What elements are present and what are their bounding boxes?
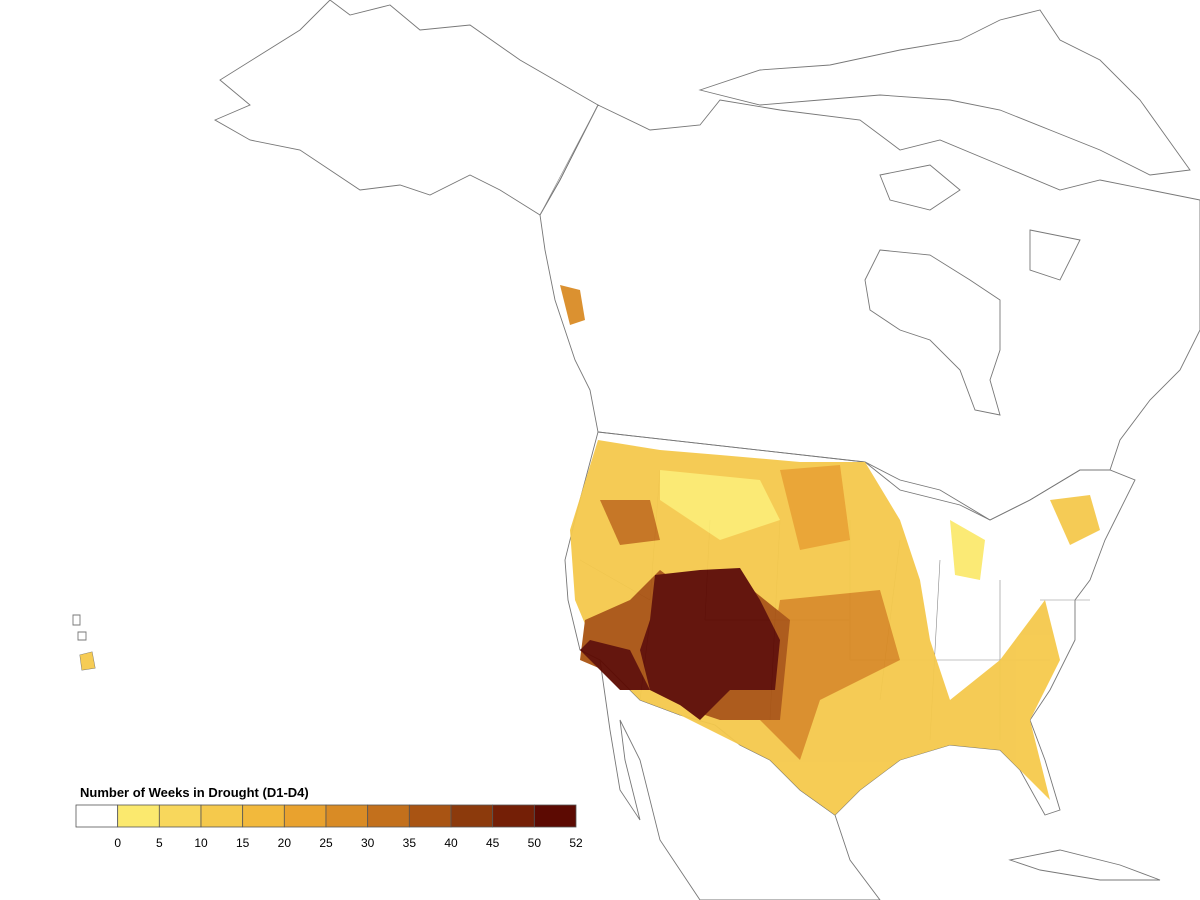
legend: Number of Weeks in Drought (D1-D4) 0 5 10 1… bbox=[75, 785, 583, 850]
legend-swatch bbox=[533, 804, 577, 828]
legend-swatch bbox=[117, 804, 160, 828]
legend-swatches bbox=[75, 804, 577, 828]
legend-tick-label: 10 bbox=[194, 836, 208, 850]
legend-swatch bbox=[408, 804, 452, 828]
legend-swatch bbox=[492, 804, 535, 828]
legend-tick-label: 5 bbox=[156, 836, 163, 850]
legend-swatch bbox=[158, 804, 202, 828]
legend-swatch bbox=[75, 804, 119, 828]
legend-swatch bbox=[450, 804, 494, 828]
legend-swatch bbox=[242, 804, 285, 828]
legend-swatch bbox=[283, 804, 327, 828]
legend-swatch bbox=[325, 804, 369, 828]
legend-tick-label: 0 bbox=[114, 836, 121, 850]
legend-tick-label: 52 bbox=[569, 836, 583, 850]
legend-tick-label: 30 bbox=[361, 836, 375, 850]
legend-tick-label: 15 bbox=[236, 836, 250, 850]
legend-tick-label: 20 bbox=[278, 836, 292, 850]
drought-areas bbox=[80, 285, 1100, 815]
legend-tick-label: 45 bbox=[486, 836, 500, 850]
legend-tick-label: 35 bbox=[403, 836, 417, 850]
legend-swatch bbox=[200, 804, 244, 828]
legend-swatch bbox=[367, 804, 410, 828]
legend-tick-label: 40 bbox=[444, 836, 458, 850]
legend-tick-label: 25 bbox=[319, 836, 333, 850]
legend-title: Number of Weeks in Drought (D1-D4) bbox=[80, 785, 309, 800]
legend-ticks: 0 5 10 15 20 25 30 35 40 45 50 52 bbox=[114, 836, 583, 850]
legend-tick-label: 50 bbox=[528, 836, 542, 850]
